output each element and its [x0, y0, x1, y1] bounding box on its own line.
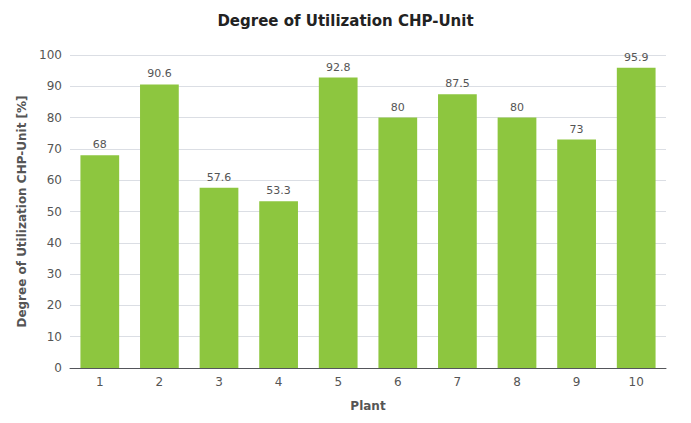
svg-text:40: 40: [47, 236, 62, 250]
svg-text:80: 80: [391, 101, 405, 114]
svg-text:73: 73: [570, 123, 584, 136]
svg-text:90.6: 90.6: [147, 67, 172, 80]
svg-text:92.8: 92.8: [326, 61, 351, 74]
svg-text:4: 4: [275, 375, 283, 389]
svg-text:95.9: 95.9: [624, 51, 649, 64]
svg-text:30: 30: [47, 267, 62, 281]
svg-text:2: 2: [156, 375, 164, 389]
svg-text:5: 5: [334, 375, 342, 389]
svg-text:68: 68: [93, 138, 107, 151]
svg-text:8: 8: [513, 375, 521, 389]
svg-text:3: 3: [215, 375, 223, 389]
svg-text:80: 80: [47, 111, 62, 125]
svg-text:9: 9: [573, 375, 581, 389]
svg-text:6: 6: [394, 375, 402, 389]
svg-text:Plant: Plant: [350, 399, 386, 413]
svg-text:Degree of Utilization CHP-Unit: Degree of Utilization CHP-Unit: [217, 12, 473, 30]
svg-text:7: 7: [454, 375, 462, 389]
svg-text:Degree of Utilization CHP-Unit: Degree of Utilization CHP-Unit [%]: [15, 95, 29, 327]
svg-text:0: 0: [54, 361, 62, 375]
svg-text:100: 100: [39, 48, 62, 62]
svg-text:10: 10: [47, 330, 62, 344]
svg-text:53.3: 53.3: [266, 184, 291, 197]
svg-text:1: 1: [96, 375, 104, 389]
svg-text:80: 80: [510, 101, 524, 114]
svg-text:10: 10: [629, 375, 644, 389]
svg-text:90: 90: [47, 79, 62, 93]
svg-text:20: 20: [47, 298, 62, 312]
svg-text:60: 60: [47, 173, 62, 187]
svg-text:57.6: 57.6: [207, 171, 232, 184]
svg-text:87.5: 87.5: [445, 77, 470, 90]
svg-text:70: 70: [47, 142, 62, 156]
svg-text:50: 50: [47, 205, 62, 219]
